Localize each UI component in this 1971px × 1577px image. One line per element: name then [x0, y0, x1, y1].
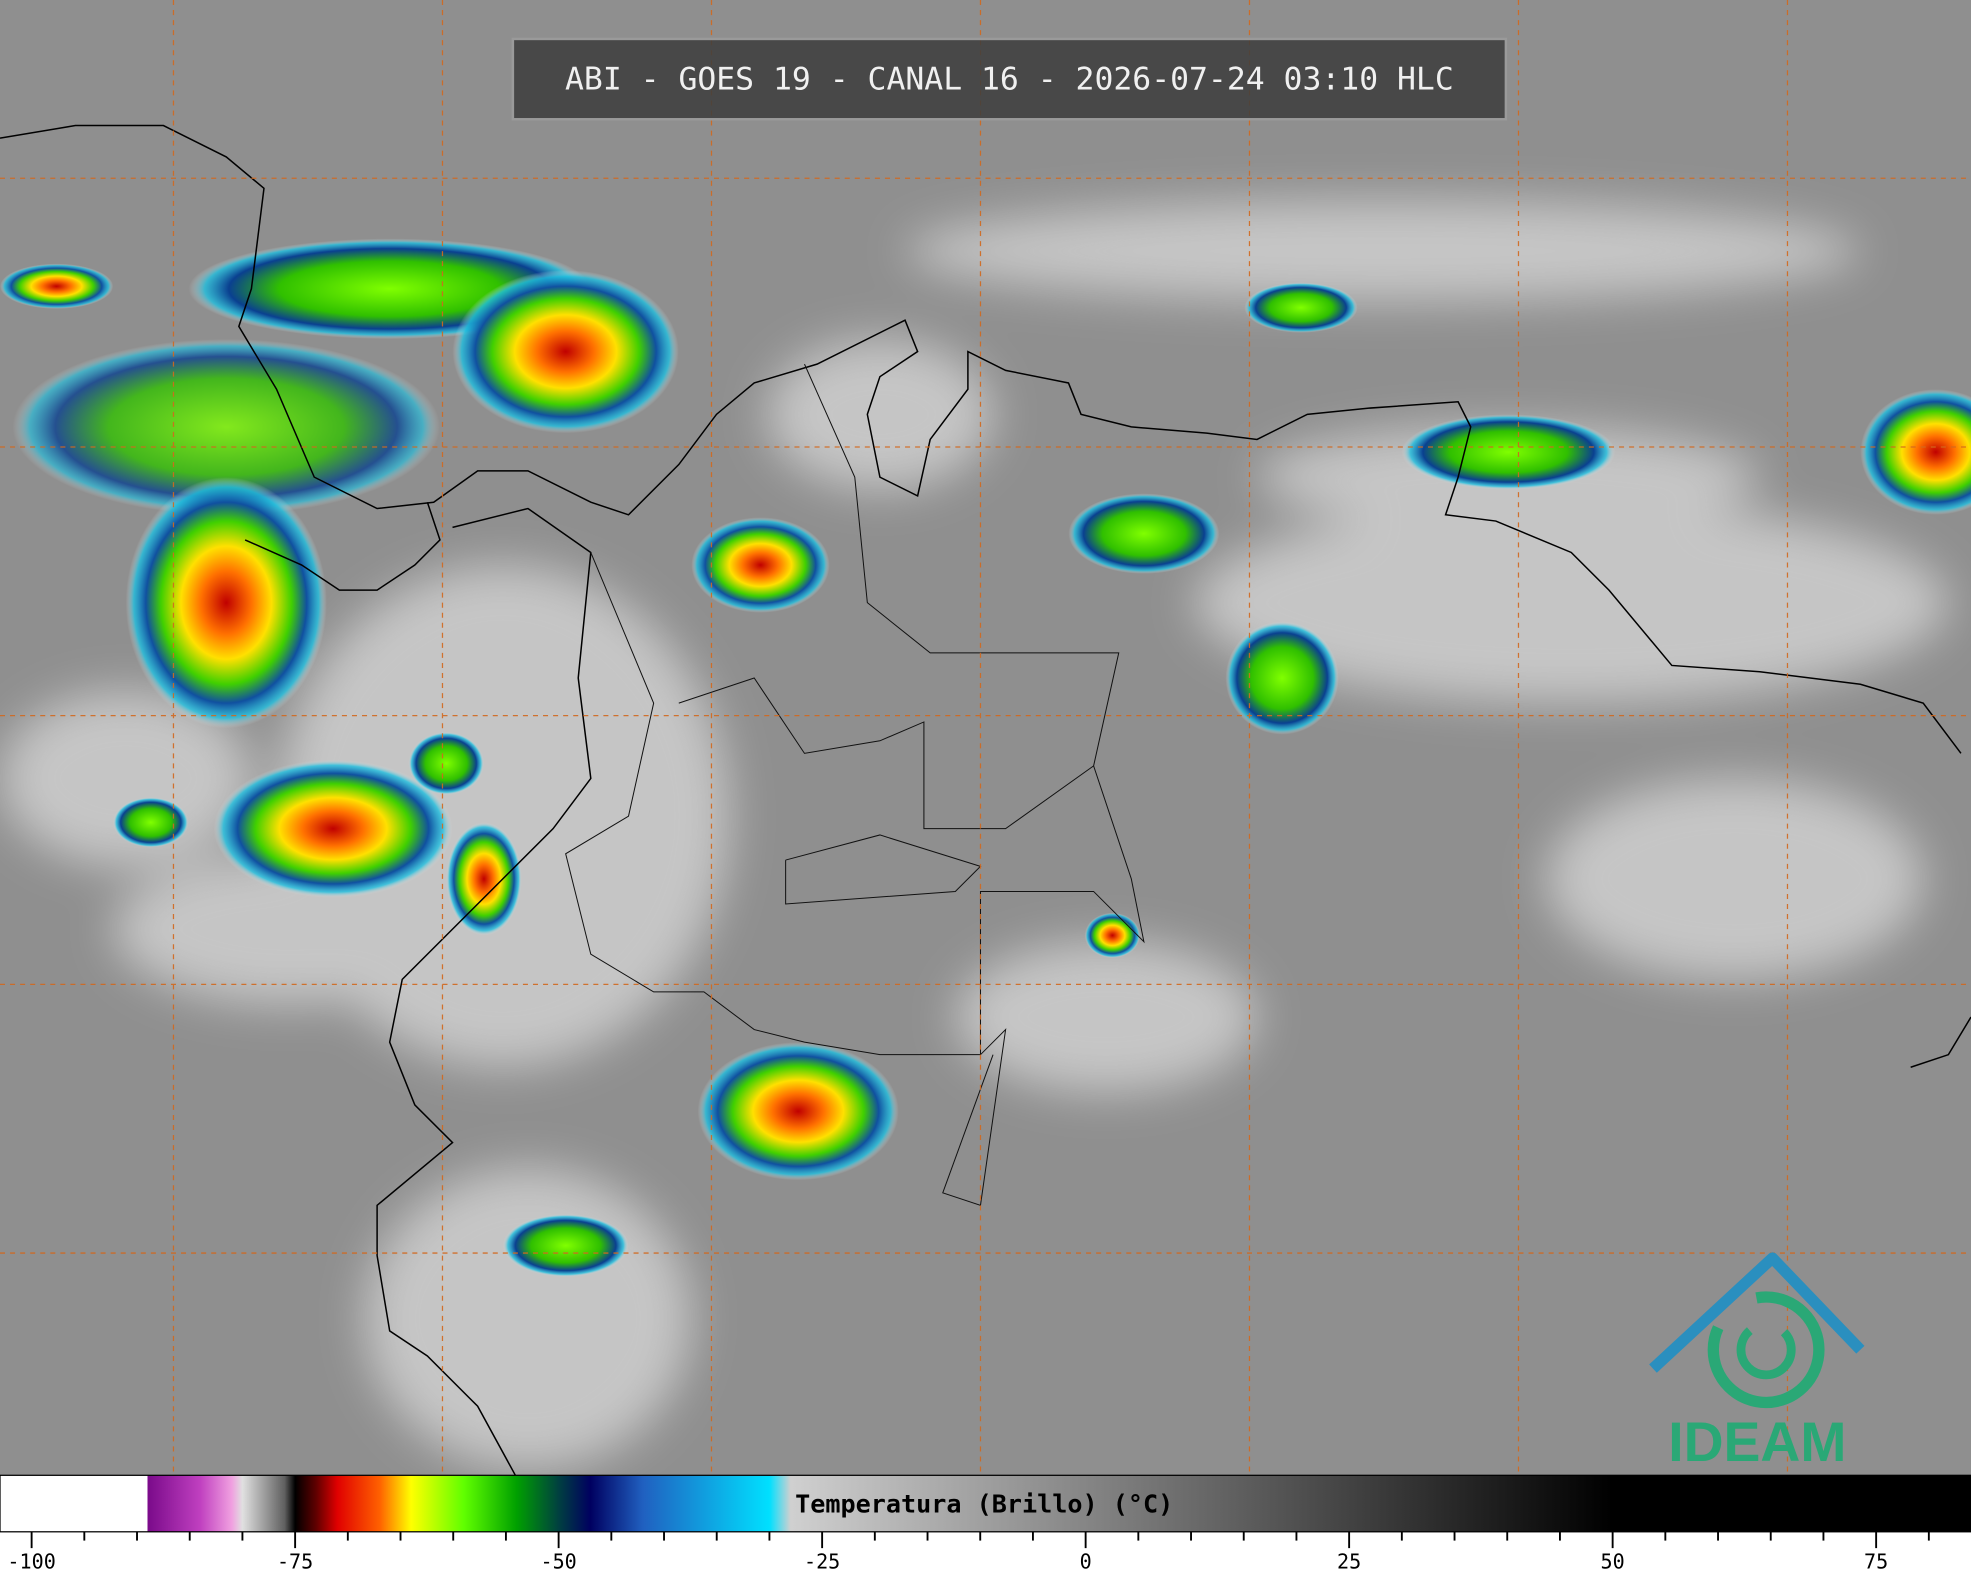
tick-label: 50 [1601, 1550, 1625, 1574]
tick-label: -100 [7, 1550, 55, 1574]
tick-label: -50 [540, 1550, 576, 1574]
logo-text: IDEAM [1668, 1411, 1846, 1473]
clouds [0, 200, 1949, 1470]
tick-label: 75 [1864, 1550, 1888, 1574]
borders [565, 363, 1145, 1207]
ideam-logo: IDEAM [1649, 1252, 1865, 1473]
lat-lon-grid [0, 0, 1971, 1476]
tick-label: -75 [277, 1550, 313, 1574]
storms [0, 238, 1971, 1277]
tick-label: 0 [1080, 1550, 1092, 1574]
colorbar [0, 1474, 1971, 1533]
coastlines [0, 124, 1971, 1476]
tick-label: 25 [1337, 1550, 1361, 1574]
title-box [511, 37, 1508, 121]
colorbar-label: Temperatura (Brillo) (°C) [795, 1489, 1173, 1518]
tick-label: -25 [804, 1550, 840, 1574]
title: ABI - GOES 19 - CANAL 16 - 2026-07-24 03… [565, 61, 1454, 97]
